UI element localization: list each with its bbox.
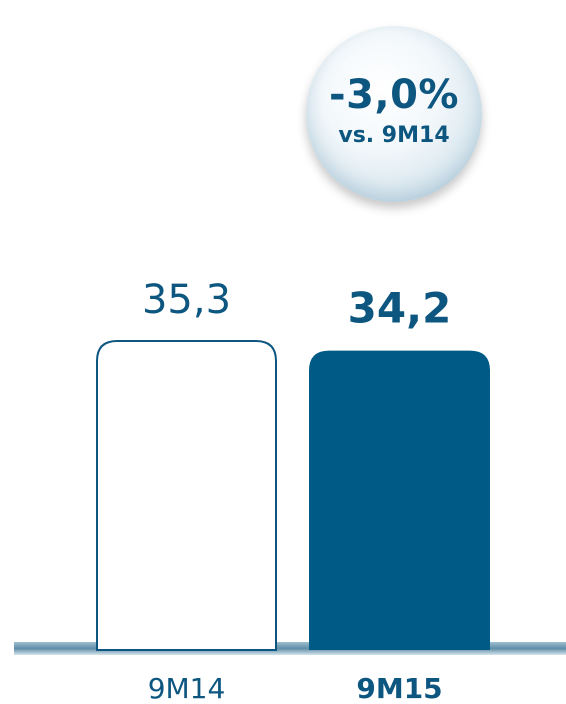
category-label-9M14: 9M14 <box>148 672 226 704</box>
bar-9M14 <box>96 340 277 651</box>
change-reference: vs. 9M14 <box>338 123 450 148</box>
bar-9M15 <box>309 350 490 650</box>
change-badge: -3,0% vs. 9M14 <box>306 26 482 202</box>
category-label-9M15: 9M15 <box>356 672 442 704</box>
value-label-9M15: 34,2 <box>348 284 452 333</box>
value-label-9M14: 35,3 <box>142 277 231 323</box>
change-percentage: -3,0% <box>328 72 460 118</box>
